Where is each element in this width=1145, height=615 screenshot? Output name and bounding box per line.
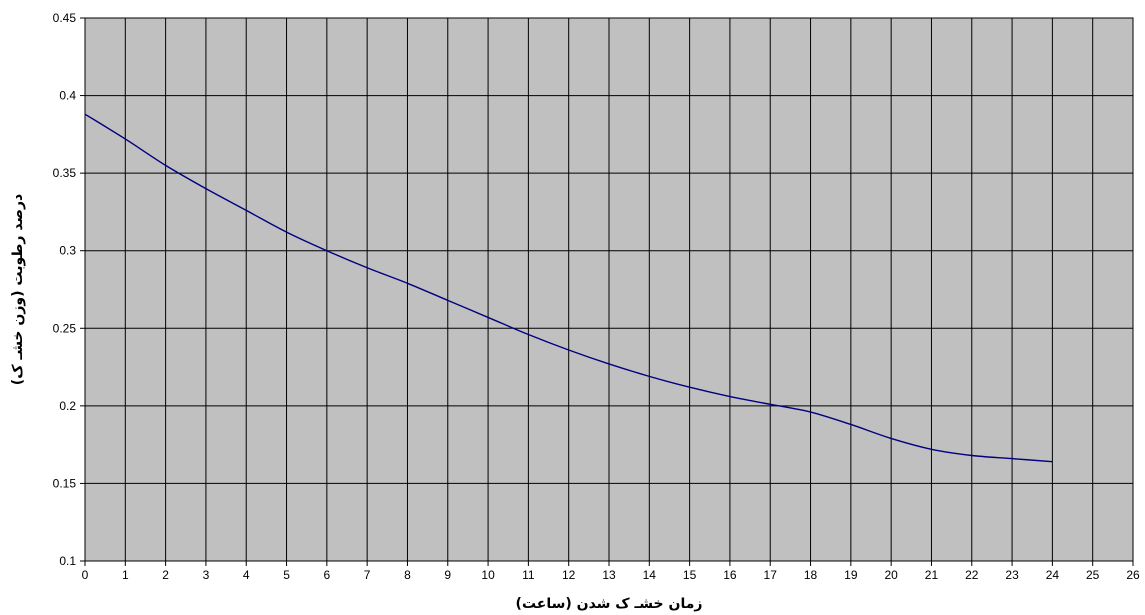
x-tick-label: 20 — [884, 568, 898, 582]
x-tick-label: 17 — [764, 568, 778, 582]
tick-labels: 0 1 2 3 4 5 6 7 8 9 10 11 12 13 14 15 16 17 18 19 20 21 22 23 24… — [53, 11, 1140, 582]
y-tick-label: 0.45 — [53, 11, 77, 25]
x-tick-label: 12 — [562, 568, 576, 582]
y-tick-label: 0.1 — [59, 554, 76, 568]
y-tick-label: 0.35 — [53, 166, 77, 180]
x-tick-label: 23 — [1005, 568, 1019, 582]
x-tick-label: 3 — [203, 568, 210, 582]
series-line-0 — [84, 113, 1053, 463]
series-layer — [84, 113, 1053, 463]
x-tick-label: 11 — [522, 568, 535, 582]
x-tick-label: 22 — [965, 568, 979, 582]
x-tick-label: 0 — [82, 568, 89, 582]
x-tick-label: 19 — [844, 568, 858, 582]
y-tick-label: 0.25 — [53, 321, 77, 335]
x-tick-label: 15 — [683, 568, 697, 582]
y-tick-label: 0.4 — [59, 89, 76, 103]
y-axis-title: درصد رطوبت (وزن خشـ ک) — [10, 194, 26, 385]
x-tick-label: 1 — [122, 568, 129, 582]
x-axis-title: زمان خشـ ک شدن (ساعت) — [516, 596, 703, 612]
x-tick-label: 8 — [404, 568, 411, 582]
x-tick-label: 10 — [481, 568, 495, 582]
x-tick-label: 9 — [444, 568, 451, 582]
x-tick-label: 4 — [243, 568, 250, 582]
x-tick-label: 18 — [804, 568, 818, 582]
axes — [80, 17, 1134, 566]
x-tick-label: 5 — [283, 568, 290, 582]
x-tick-label: 14 — [643, 568, 657, 582]
x-tick-label: 26 — [1126, 568, 1140, 582]
x-tick-label: 21 — [925, 568, 939, 582]
x-tick-label: 16 — [723, 568, 737, 582]
x-tick-label: 6 — [324, 568, 331, 582]
y-tick-label: 0.3 — [59, 244, 76, 258]
x-tick-label: 2 — [162, 568, 169, 582]
x-tick-label: 13 — [602, 568, 616, 582]
y-tick-label: 0.15 — [53, 476, 77, 490]
x-tick-label: 7 — [364, 568, 371, 582]
plot-border — [84, 17, 1134, 562]
x-tick-label: 24 — [1046, 568, 1060, 582]
y-tick-label: 0.2 — [59, 399, 76, 413]
x-tick-label: 25 — [1086, 568, 1100, 582]
